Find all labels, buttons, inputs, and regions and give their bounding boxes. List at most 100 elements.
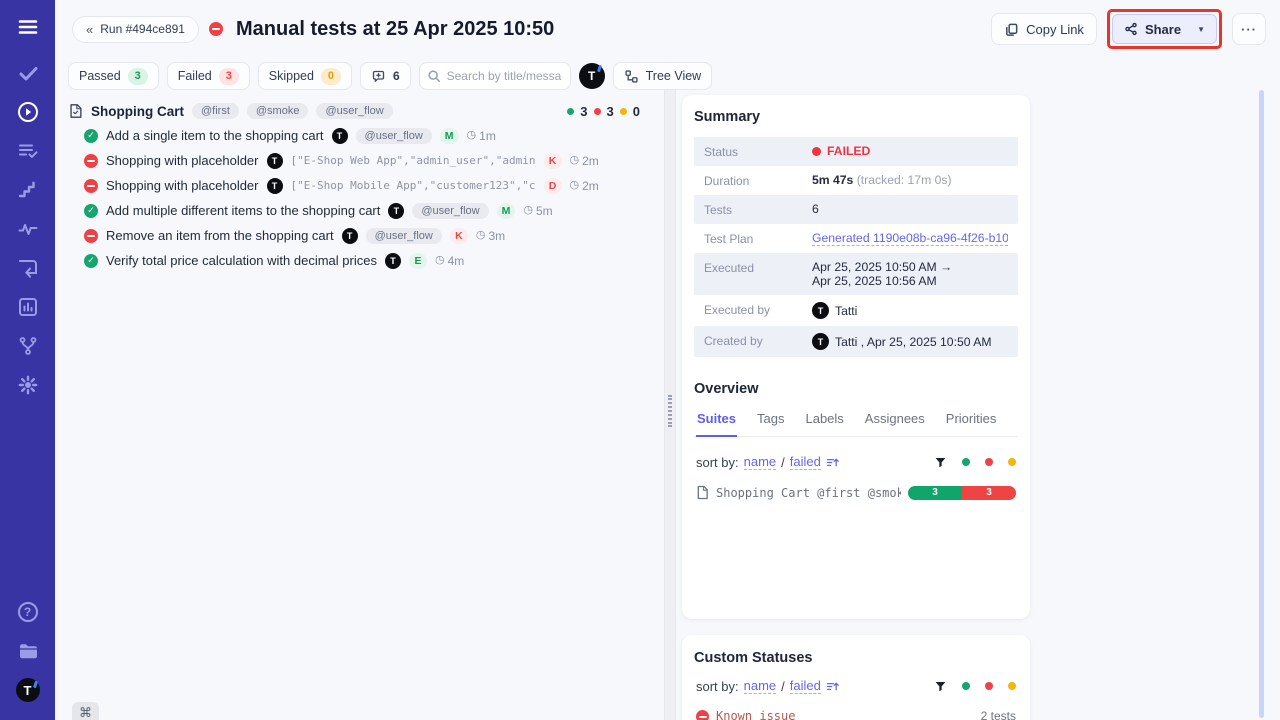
runs-play-icon[interactable] bbox=[16, 100, 40, 124]
test-row[interactable]: ✓ Add multiple different items to the sh… bbox=[84, 198, 652, 223]
tab-suites[interactable]: Suites bbox=[696, 409, 738, 437]
sidebar-bottom: ? T bbox=[15, 600, 40, 720]
test-row[interactable]: ✓ Add a single item to the shopping cart… bbox=[84, 123, 652, 148]
tests-check-icon[interactable] bbox=[16, 61, 40, 85]
failed-dot-icon bbox=[812, 146, 821, 156]
suite-failed-count: 3 bbox=[606, 103, 614, 119]
vertical-scrollbar[interactable] bbox=[1259, 90, 1264, 718]
custom-statuses-card: Custom Statuses sort by: name / failed K… bbox=[682, 635, 1030, 720]
milestones-steps-icon[interactable] bbox=[16, 178, 40, 202]
test-row[interactable]: ✓ Verify total price calculation with de… bbox=[84, 248, 652, 273]
panel-divider bbox=[664, 90, 676, 720]
legend-failed-dot[interactable] bbox=[985, 682, 993, 690]
reports-chart-icon[interactable] bbox=[16, 295, 40, 319]
suite-progress-bar[interactable]: 3 3 bbox=[908, 485, 1016, 500]
share-dropdown-caret-icon[interactable]: ▼ bbox=[1197, 24, 1205, 34]
legend-skipped-dot[interactable] bbox=[1008, 458, 1016, 466]
menu-icon[interactable] bbox=[16, 15, 40, 39]
status-value: FAILED bbox=[812, 144, 870, 158]
search-icon bbox=[427, 69, 441, 83]
known-issue-row[interactable]: Known issue 2 tests bbox=[694, 709, 1018, 720]
filter-skipped-button[interactable]: Skipped 0 bbox=[257, 62, 352, 90]
resize-grip-handle[interactable] bbox=[668, 395, 672, 427]
comments-filter-button[interactable]: 6 bbox=[359, 62, 411, 90]
status-legend bbox=[934, 680, 1016, 693]
sort-by-name-link[interactable]: name bbox=[743, 454, 777, 470]
run-id-label: Run #494ce891 bbox=[100, 22, 185, 36]
copy-link-button[interactable]: Copy Link bbox=[991, 13, 1097, 45]
projects-folder-icon[interactable] bbox=[16, 639, 40, 663]
user-avatar: T bbox=[812, 302, 829, 319]
summary-row-test-plan: Test Plan Generated 1190e08b-ca96-4f26-b… bbox=[694, 224, 1018, 253]
failed-status-icon bbox=[84, 153, 98, 168]
sort-direction-icon[interactable] bbox=[826, 680, 839, 693]
double-chevron-left-icon: « bbox=[86, 21, 94, 37]
suite-tag[interactable]: @first bbox=[192, 103, 239, 119]
back-to-run-button[interactable]: « Run #494ce891 bbox=[72, 15, 199, 43]
share-label: Share bbox=[1144, 21, 1182, 37]
legend-skipped-dot[interactable] bbox=[1008, 682, 1016, 690]
executor-avatar: T bbox=[266, 152, 283, 169]
legend-passed-dot[interactable] bbox=[962, 682, 970, 690]
search-input[interactable] bbox=[418, 62, 571, 90]
test-row[interactable]: Remove an item from the shopping cart T … bbox=[84, 223, 652, 248]
tab-assignees[interactable]: Assignees bbox=[864, 411, 925, 426]
annotation-highlight-box: Share ▼ bbox=[1106, 9, 1222, 49]
keyboard-shortcut-badge[interactable]: ⌘ bbox=[72, 702, 99, 720]
pull-requests-icon[interactable] bbox=[16, 256, 40, 280]
assignee-badge: M bbox=[439, 127, 459, 144]
filter-failed-button[interactable]: Failed 3 bbox=[166, 62, 250, 90]
custom-statuses-title: Custom Statuses bbox=[694, 650, 813, 666]
failed-filter-label: Failed bbox=[177, 69, 212, 83]
failed-status-icon bbox=[84, 178, 98, 193]
legend-failed-dot[interactable] bbox=[985, 458, 993, 466]
tree-view-button[interactable]: Tree View bbox=[612, 62, 713, 90]
overview-sort-row: sort by: name / failed bbox=[694, 454, 1018, 470]
suite-tag[interactable]: @smoke bbox=[246, 103, 309, 119]
settings-gear-icon[interactable] bbox=[16, 373, 40, 397]
user-avatar[interactable]: T bbox=[578, 63, 605, 89]
test-plans-icon[interactable] bbox=[16, 139, 40, 163]
filter-funnel-icon[interactable] bbox=[934, 456, 947, 469]
test-plan-link[interactable]: Generated 1190e08b-ca96-4f26-b10f-d6dc… bbox=[812, 231, 1008, 246]
sort-by-label: sort by: bbox=[696, 678, 739, 694]
sort-by-failed-link[interactable]: failed bbox=[789, 678, 821, 694]
test-tag[interactable]: @user_flow bbox=[412, 202, 489, 219]
sort-by-name-link[interactable]: name bbox=[743, 678, 777, 694]
assignee-badge: E bbox=[408, 252, 427, 269]
sort-by-label: sort by: bbox=[696, 454, 739, 470]
suite-header-row[interactable]: Shopping Cart @first @smoke @user_flow 3… bbox=[68, 99, 652, 123]
tab-tags[interactable]: Tags bbox=[757, 411, 785, 426]
test-tag[interactable]: @user_flow bbox=[355, 127, 432, 144]
help-icon[interactable]: ? bbox=[16, 600, 40, 624]
sort-by-failed-link[interactable]: failed bbox=[789, 454, 821, 470]
sort-direction-icon[interactable] bbox=[826, 456, 839, 469]
passed-filter-label: Passed bbox=[79, 69, 121, 83]
summary-row-executed: Executed Apr 25, 2025 10:50 AM → Apr 25,… bbox=[694, 253, 1018, 295]
filter-funnel-icon[interactable] bbox=[934, 680, 947, 693]
clock-icon: ◷ bbox=[569, 179, 580, 191]
app-logo[interactable]: T bbox=[15, 678, 40, 702]
test-row[interactable]: Shopping with placeholder T ["E-Shop Mob… bbox=[84, 173, 652, 198]
suite-tag[interactable]: @user_flow bbox=[316, 103, 393, 119]
overview-suite-row[interactable]: Shopping Cart @first @smoke … 3 3 bbox=[694, 485, 1018, 500]
test-duration: ◷ 5m bbox=[523, 203, 553, 218]
tab-labels[interactable]: Labels bbox=[805, 411, 844, 426]
passed-bar-segment: 3 bbox=[908, 485, 962, 500]
tab-priorities[interactable]: Priorities bbox=[945, 411, 997, 426]
page-title: Manual tests at 25 Apr 2025 10:50 bbox=[235, 17, 555, 40]
share-button[interactable]: Share ▼ bbox=[1111, 14, 1217, 44]
analytics-pulse-icon[interactable] bbox=[16, 217, 40, 241]
more-actions-button[interactable]: ··· bbox=[1232, 13, 1266, 45]
test-row[interactable]: Shopping with placeholder T ["E-Shop Web… bbox=[84, 148, 652, 173]
filter-passed-button[interactable]: Passed 3 bbox=[68, 62, 159, 90]
branch-icon[interactable] bbox=[16, 334, 40, 358]
suite-status-counts: 3 3 0 bbox=[567, 104, 652, 119]
clock-icon: ◷ bbox=[475, 229, 486, 241]
legend-passed-dot[interactable] bbox=[962, 458, 970, 466]
share-icon bbox=[1124, 22, 1138, 36]
failed-bar-segment: 3 bbox=[962, 485, 1016, 500]
summary-row-created-by: Created by T Tatti , Apr 25, 2025 10:50 … bbox=[694, 326, 1018, 357]
test-tag[interactable]: @user_flow bbox=[365, 227, 442, 244]
copy-icon bbox=[1004, 22, 1019, 37]
